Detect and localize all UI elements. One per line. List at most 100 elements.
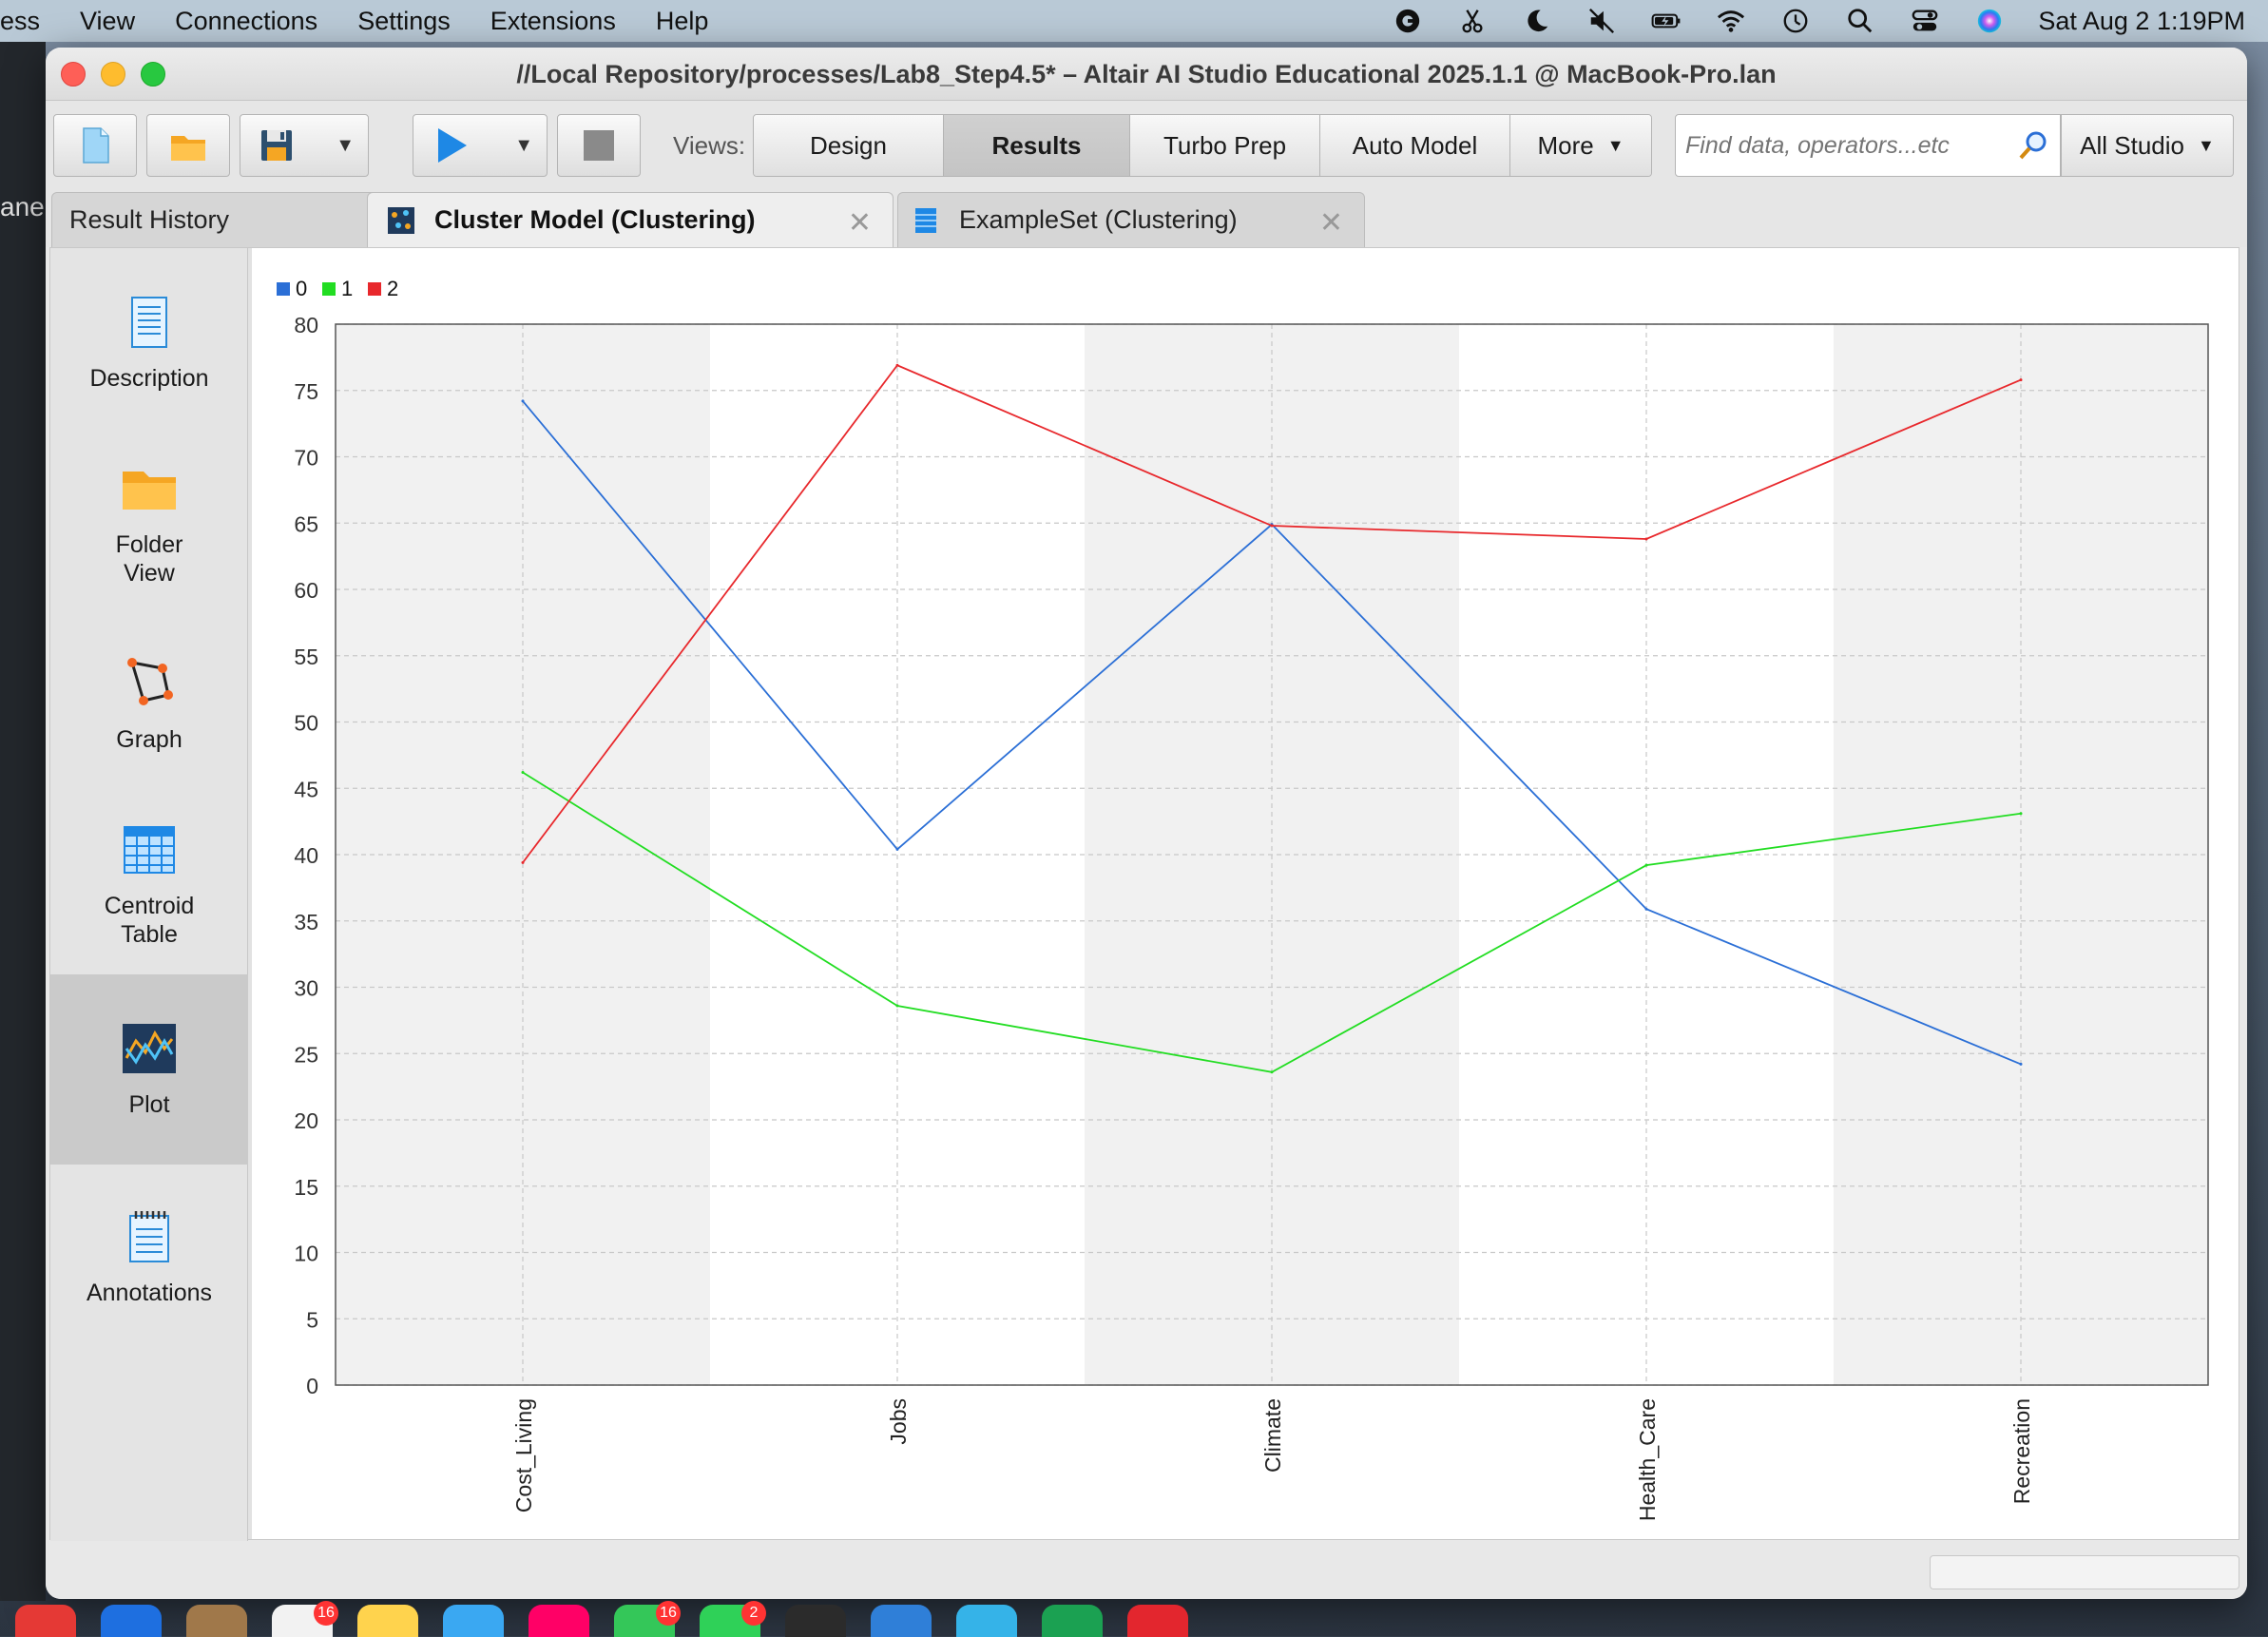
close-icon[interactable]: ✕ (1318, 207, 1343, 239)
plot-icon (123, 1024, 176, 1073)
view-design-button[interactable]: Design (754, 115, 944, 176)
status-field (1930, 1555, 2239, 1589)
time-machine-icon[interactable] (1779, 7, 1812, 35)
calendar-app[interactable]: 16 (272, 1601, 338, 1637)
spotlight-search-icon[interactable] (1844, 7, 1876, 35)
cluster-model-icon (388, 206, 414, 234)
result-sidebar: Description Folder View Graph Centroid T… (50, 248, 248, 1541)
run-dropdown-icon[interactable]: ▼ (514, 134, 533, 156)
x-tick-label: Jobs (886, 1398, 911, 1445)
save-icon (261, 130, 292, 161)
sidebar-item-centroid-table[interactable]: Centroid Table (50, 790, 248, 980)
data-point (1270, 1070, 1274, 1074)
run-process-button[interactable]: ▼ (413, 114, 548, 177)
mute-icon[interactable] (1586, 7, 1618, 35)
new-process-button[interactable] (53, 114, 137, 177)
maximize-window-button[interactable] (141, 62, 165, 87)
y-tick-label: 30 (294, 976, 318, 1001)
tab-result-history[interactable]: Result History (51, 192, 414, 247)
y-tick-label: 75 (294, 379, 318, 404)
app-window: //Local Repository/processes/Lab8_Step4.… (46, 48, 2247, 1599)
dock-app[interactable] (186, 1605, 247, 1637)
save-process-button[interactable]: ▼ (240, 114, 369, 177)
scissors-icon[interactable] (1456, 7, 1489, 35)
y-tick-label: 15 (294, 1175, 318, 1200)
menu-item[interactable]: ess (0, 6, 41, 35)
sidebar-item-label: Graph (116, 726, 183, 753)
siri-icon[interactable] (1973, 7, 2006, 35)
dock-app[interactable] (101, 1605, 162, 1637)
dock-app[interactable] (529, 1605, 589, 1637)
dock-app[interactable] (1042, 1605, 1103, 1637)
moon-icon[interactable] (1521, 7, 1553, 35)
dock: 16 16 2 (0, 1601, 2268, 1637)
data-point (1644, 537, 1648, 541)
search-icon[interactable] (2016, 128, 2050, 163)
sidebar-item-label: Description (89, 365, 209, 392)
stop-process-button[interactable] (557, 114, 641, 177)
view-more-label: More (1537, 130, 1594, 160)
y-tick-label: 0 (306, 1374, 318, 1398)
menu-item[interactable]: View (80, 6, 136, 35)
sidebar-item-folder-view[interactable]: Folder View (50, 429, 248, 619)
close-window-button[interactable] (61, 62, 86, 87)
dock-app[interactable] (785, 1605, 846, 1637)
data-point (2019, 1062, 2023, 1066)
view-more-button[interactable]: More ▼ (1510, 115, 1651, 176)
dock-app[interactable] (15, 1605, 76, 1637)
play-icon (438, 128, 467, 163)
close-icon[interactable]: ✕ (847, 207, 872, 239)
grammarly-icon[interactable] (1392, 7, 1424, 35)
data-point (2019, 812, 2023, 816)
cluster-centroid-line-chart[interactable]: 05101520253035404550556065707580Cost_Liv… (252, 248, 2239, 1539)
tab-cluster-model[interactable]: Cluster Model (Clustering) ✕ (367, 192, 894, 247)
y-tick-label: 5 (306, 1307, 318, 1332)
dock-app[interactable] (357, 1605, 418, 1637)
dock-app[interactable]: 2 (700, 1601, 766, 1637)
sidebar-item-graph[interactable]: Graph (50, 609, 248, 799)
sidebar-item-plot[interactable]: Plot (50, 974, 248, 1165)
x-tick-label: Climate (1260, 1398, 1285, 1473)
dock-app[interactable] (956, 1605, 1017, 1637)
folder-icon (123, 472, 176, 510)
window-title: //Local Repository/processes/Lab8_Step4.… (516, 60, 1777, 88)
stop-icon (584, 130, 614, 161)
view-results-button[interactable]: Results (944, 115, 1130, 176)
data-point (521, 860, 525, 864)
tab-exampleset[interactable]: ExampleSet (Clustering) ✕ (897, 192, 1365, 247)
folder-icon (171, 136, 205, 161)
background-app: ane: (0, 42, 52, 1601)
control-center-icon[interactable] (1909, 7, 1941, 35)
dock-app[interactable] (1127, 1605, 1188, 1637)
data-point (2019, 378, 2023, 382)
tab-label: ExampleSet (Clustering) (959, 205, 1238, 234)
menu-item[interactable]: Extensions (490, 6, 616, 35)
window-controls (61, 62, 165, 87)
y-tick-label: 65 (294, 511, 318, 536)
minimize-window-button[interactable] (101, 62, 125, 87)
open-process-button[interactable] (146, 114, 230, 177)
exampleset-icon (915, 207, 936, 233)
sidebar-item-description[interactable]: Description (50, 248, 248, 438)
view-turbo-prep-button[interactable]: Turbo Prep (1130, 115, 1320, 176)
dock-app[interactable] (443, 1605, 504, 1637)
dock-app[interactable] (871, 1605, 932, 1637)
clock[interactable]: Sat Aug 2 1:19PM (2038, 6, 2245, 35)
tab-label: Result History (69, 205, 230, 234)
search-input[interactable] (1685, 131, 2009, 160)
search-scope-dropdown[interactable]: All Studio ▼ (2061, 114, 2234, 177)
menu-item[interactable]: Help (655, 6, 709, 35)
data-point (895, 1004, 899, 1008)
sidebar-item-annotations[interactable]: Annotations (50, 1163, 248, 1353)
menu-item[interactable]: Settings (357, 6, 451, 35)
table-icon (124, 826, 175, 874)
battery-icon[interactable] (1650, 7, 1682, 35)
y-tick-label: 40 (294, 843, 318, 868)
wifi-icon[interactable] (1715, 7, 1747, 35)
menu-item[interactable]: Connections (175, 6, 318, 35)
messages-app[interactable]: 16 (614, 1601, 681, 1637)
sidebar-item-label: Plot (128, 1091, 170, 1118)
view-auto-model-button[interactable]: Auto Model (1320, 115, 1510, 176)
data-point (895, 363, 899, 367)
save-dropdown-icon[interactable]: ▼ (336, 134, 355, 156)
